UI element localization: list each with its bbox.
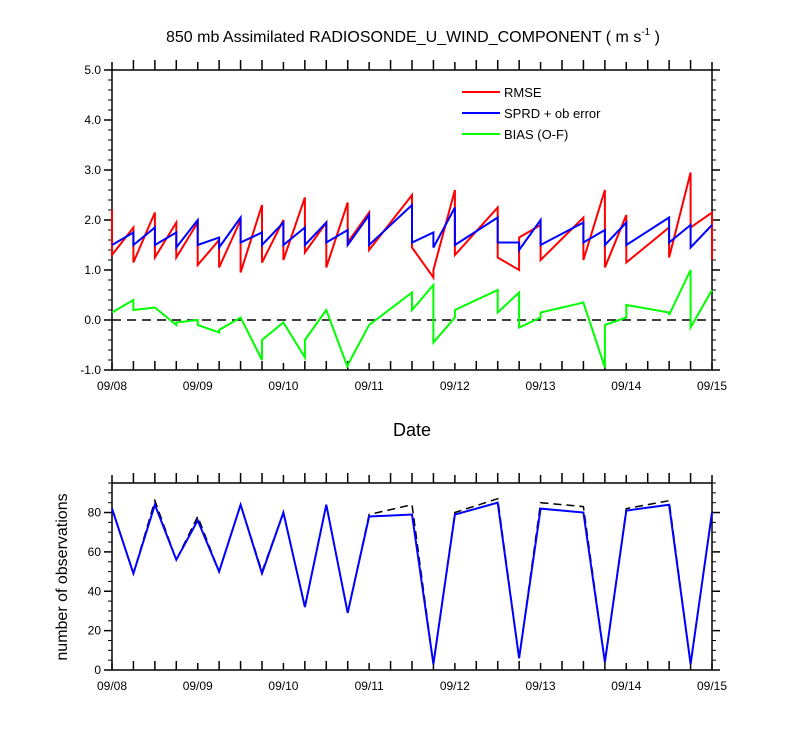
top-y-tick-label: 3.0 <box>84 163 101 177</box>
top-y-tick-label: 1.0 <box>84 263 101 277</box>
chart-title: 850 mb Assimilated RADIOSONDE_U_WIND_COM… <box>166 27 660 46</box>
top-series-sprd-ob-error <box>111 202 713 254</box>
bottom-y-tick-label: 20 <box>88 624 102 638</box>
bottom-y-tick-label: 80 <box>88 506 102 520</box>
legend-label-bias: BIAS (O-F) <box>504 127 568 142</box>
bottom-y-tick-label: 0 <box>94 663 101 677</box>
bottom-plot-frame <box>111 482 713 671</box>
top-y-tick-label: 0.0 <box>84 313 101 327</box>
top-x-tick-label: 09/11 <box>355 379 384 393</box>
bottom-x-tick-label: 09/11 <box>355 679 384 693</box>
bottom-x-tick-label: 09/10 <box>268 679 298 693</box>
bottom-series-observations-possible <box>111 497 713 665</box>
top-x-tick-label: 09/12 <box>440 379 470 393</box>
top-x-tick-label: 09/14 <box>611 379 641 393</box>
y-axis-label-observations: number of observations <box>54 493 71 660</box>
legend: RMSE SPRD + ob error BIAS (O-F) <box>462 85 601 142</box>
top-panel: 09/08 09/09 09/10 09/11 09/12 09/13 09/14 09/15… <box>80 60 727 393</box>
bottom-y-tick-label: 40 <box>88 584 102 598</box>
top-y-tick-label: -1.0 <box>80 363 101 377</box>
bottom-x-tick-label: 09/14 <box>611 679 641 693</box>
bottom-y-tick-label: 60 <box>88 545 102 559</box>
bottom-series-observations-assimilated <box>111 501 713 665</box>
bottom-x-tick-label: 09/12 <box>440 679 470 693</box>
legend-label-sprd: SPRD + ob error <box>504 106 601 121</box>
bottom-x-tick-label: 09/09 <box>183 679 213 693</box>
top-x-tick-label: 09/13 <box>526 379 556 393</box>
top-y-tick-label: 2.0 <box>84 213 101 227</box>
top-y-tick-label: 5.0 <box>84 63 101 77</box>
bottom-panel: 09/08 09/09 09/10 09/11 09/12 09/13 09/14 09/15… <box>88 473 727 693</box>
top-x-tick-label: 09/08 <box>97 379 127 393</box>
bottom-x-tick-label: 09/15 <box>697 679 727 693</box>
top-x-tick-label: 09/15 <box>697 379 727 393</box>
x-axis-label: Date <box>393 420 431 440</box>
top-y-tick-label: 4.0 <box>84 113 101 127</box>
top-x-tick-label: 09/10 <box>268 379 298 393</box>
top-x-tick-label: 09/09 <box>183 379 213 393</box>
legend-label-rmse: RMSE <box>504 85 542 100</box>
top-series-bias-o-f <box>111 269 713 368</box>
bottom-x-tick-label: 09/08 <box>97 679 127 693</box>
bottom-x-tick-label: 09/13 <box>526 679 556 693</box>
